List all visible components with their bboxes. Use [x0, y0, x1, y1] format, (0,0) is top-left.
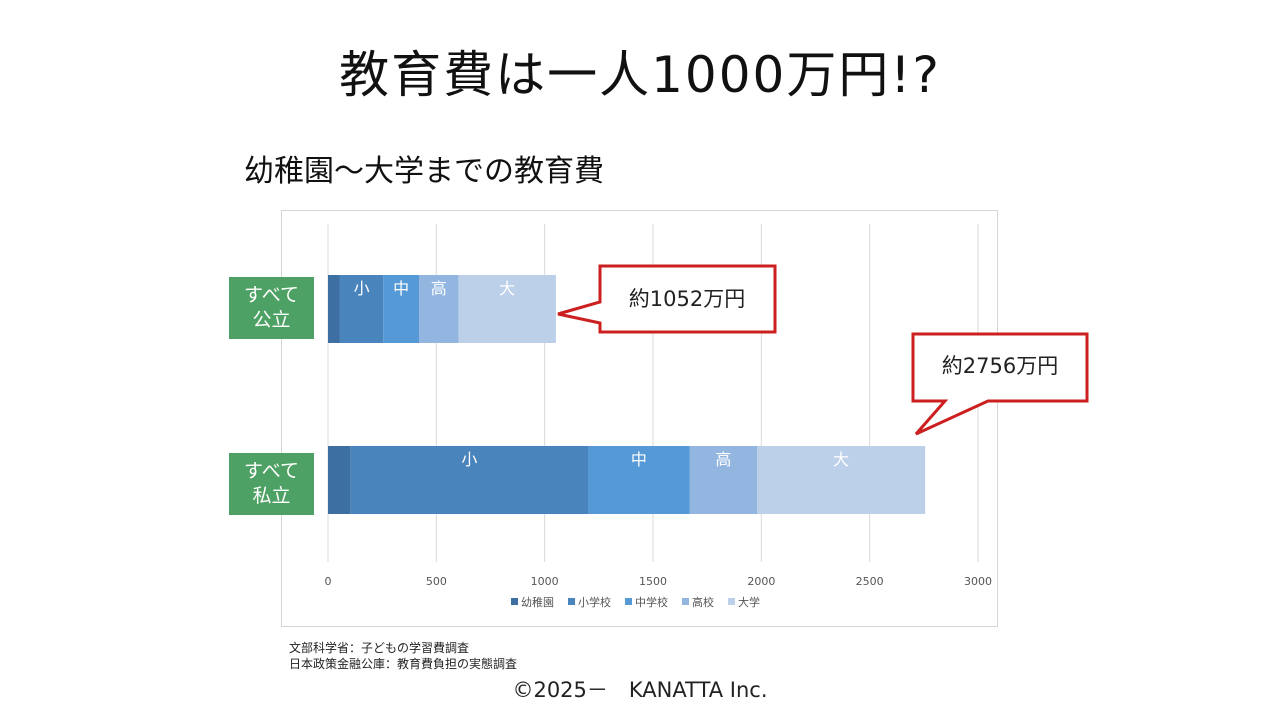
segment-label: 大 [833, 450, 849, 469]
copyright: ©2025－ KANATTA Inc. [512, 678, 768, 702]
chart-frame [281, 210, 998, 627]
segment-label: 中 [393, 279, 409, 298]
row-label-public: すべて 公立 [229, 277, 314, 339]
legend-label: 小学校 [578, 595, 611, 609]
x-tick-label: 2000 [747, 575, 775, 588]
x-tick-label: 1000 [531, 575, 559, 588]
row-label-private-line2: 私立 [252, 485, 291, 507]
slide-title: 教育費は一人1000万円!? [339, 46, 941, 104]
segment-label: 大 [499, 279, 515, 298]
legend-label: 幼稚園 [521, 596, 554, 609]
segment-label: 高 [715, 450, 731, 469]
callout-private-shape [911, 332, 1089, 436]
bar-segment-大学 [458, 275, 556, 343]
bar-segment-高校 [689, 446, 757, 514]
row-label-private-line1: すべて [244, 460, 299, 482]
source-line-1: 文部科学省：子どもの学習費調査 [289, 641, 470, 655]
callout-public: 約1052万円 [557, 264, 777, 334]
callout-public-text: 約1052万円 [629, 287, 745, 311]
row-label-private: すべて 私立 [229, 453, 314, 515]
bar-segment-中学校 [383, 275, 419, 343]
bar-layer: 小中高大小中高大 [328, 275, 926, 514]
x-tick-label: 2500 [856, 575, 884, 588]
x-tick-label: 1500 [639, 575, 667, 588]
legend-swatch [568, 598, 575, 605]
legend-label: 高校 [692, 595, 714, 609]
source-line-2: 日本政策金融公庫：教育費負担の実態調査 [289, 657, 518, 671]
bar-segment-幼稚園 [328, 446, 351, 514]
bar-segment-小学校 [339, 275, 384, 343]
bar-segment-中学校 [588, 446, 690, 514]
bar-segment-高校 [419, 275, 459, 343]
segment-label: 中 [631, 450, 647, 469]
legend: 幼稚園 小学校 中学校 高校 大学 [511, 595, 760, 609]
legend-swatch [625, 598, 632, 605]
segment-label: 小 [461, 450, 477, 469]
callout-public-shape [557, 264, 777, 334]
chart-title: 幼稚園～大学までの教育費 [244, 154, 604, 189]
row-label-public-line1: すべて [244, 284, 299, 306]
legend-swatch [728, 598, 735, 605]
callout-private-text: 約2756万円 [942, 354, 1058, 378]
bar-segment-小学校 [350, 446, 588, 514]
legend-swatch [511, 598, 518, 605]
legend-swatch [682, 598, 689, 605]
x-tick-label: 500 [426, 575, 447, 588]
x-tick-label: 3000 [964, 575, 992, 588]
segment-label: 小 [354, 279, 370, 298]
segment-label: 高 [431, 279, 447, 298]
bar-segment-幼稚園 [328, 275, 340, 343]
x-axis-ticks: 0 500 1000 1500 2000 2500 3000 [325, 575, 993, 588]
row-label-public-line2: 公立 [252, 309, 291, 331]
bar-segment-大学 [757, 446, 926, 514]
legend-label: 中学校 [635, 595, 668, 609]
x-tick-label: 0 [325, 575, 332, 588]
legend-label: 大学 [738, 595, 760, 609]
callout-private: 約2756万円 [911, 332, 1089, 436]
